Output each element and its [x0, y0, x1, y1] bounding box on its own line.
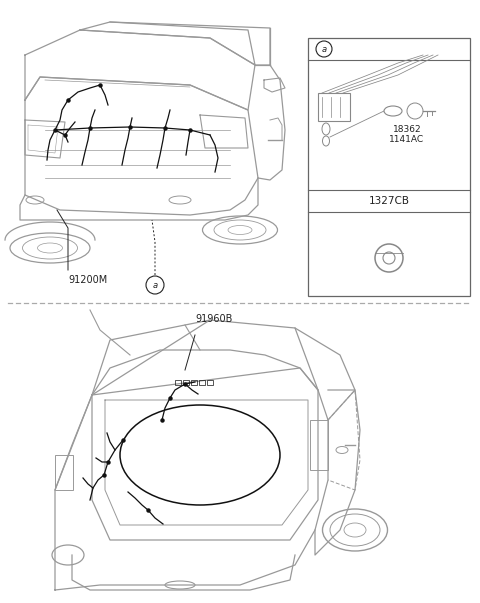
- Bar: [318, 93, 350, 121]
- Bar: [199, 380, 205, 385]
- Circle shape: [316, 41, 332, 57]
- Bar: [191, 380, 197, 385]
- Text: 1327CB: 1327CB: [369, 196, 409, 206]
- Bar: [207, 380, 213, 385]
- Bar: [175, 380, 181, 385]
- Bar: [55, 455, 73, 490]
- Text: 1141AC: 1141AC: [389, 135, 425, 144]
- Text: 18362: 18362: [393, 125, 421, 134]
- Text: a: a: [322, 45, 326, 54]
- Circle shape: [146, 276, 164, 294]
- Text: 91200M: 91200M: [68, 275, 107, 285]
- Bar: [308, 38, 470, 296]
- Text: a: a: [153, 280, 157, 289]
- Bar: [183, 380, 189, 385]
- Bar: [310, 420, 328, 470]
- Text: 91960B: 91960B: [195, 314, 232, 324]
